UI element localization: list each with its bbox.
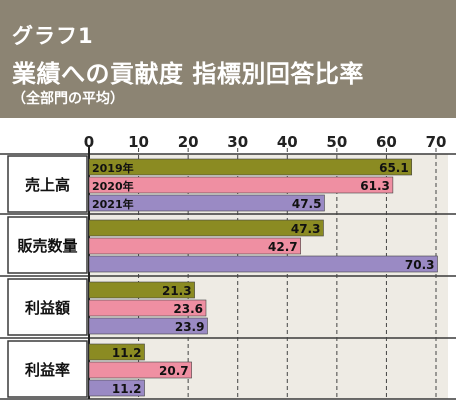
data-label: 21.3 xyxy=(162,284,192,298)
category-box xyxy=(7,155,88,213)
x-tick-label: 30 xyxy=(227,133,248,151)
x-tick-label: 60 xyxy=(376,133,397,151)
data-label: 47.5 xyxy=(292,197,322,211)
bar xyxy=(88,194,325,212)
series-label: 2020年 xyxy=(92,179,134,193)
data-label: 47.3 xyxy=(291,222,321,236)
category-label: 利益率 xyxy=(25,361,70,379)
series-label: 2019年 xyxy=(92,161,134,175)
chart-header: グラフ1 業績への貢献度 指標別回答比率 （全部門の平均） xyxy=(0,0,456,118)
category-label: 売上高 xyxy=(25,176,70,194)
data-label: 11.2 xyxy=(112,346,142,360)
category-box xyxy=(7,216,88,274)
category-box xyxy=(7,340,88,398)
series-label: 2021年 xyxy=(92,197,134,211)
data-label: 20.7 xyxy=(159,364,189,378)
category-box xyxy=(7,278,88,336)
category-label: 利益額 xyxy=(25,299,70,317)
bar xyxy=(88,219,324,237)
x-tick-label: 0 xyxy=(84,133,94,151)
chart-subtitle: （全部門の平均） xyxy=(12,91,124,107)
x-tick-label: 40 xyxy=(277,133,298,151)
category-label: 販売数量 xyxy=(17,237,77,255)
x-tick-label: 10 xyxy=(128,133,149,151)
x-tick-label: 50 xyxy=(326,133,347,151)
bar xyxy=(88,299,207,317)
bar xyxy=(88,158,413,176)
data-label: 11.2 xyxy=(112,382,142,396)
data-label: 42.7 xyxy=(268,240,298,254)
unit-label: 単位% xyxy=(12,117,57,135)
bar xyxy=(88,343,145,361)
figure-label: グラフ1 xyxy=(12,24,94,48)
bar xyxy=(88,176,394,194)
bar xyxy=(88,237,301,255)
x-tick-label: 70 xyxy=(426,133,447,151)
data-label: 23.6 xyxy=(173,302,203,316)
bar xyxy=(88,317,208,335)
data-label: 61.3 xyxy=(360,179,390,193)
bar xyxy=(88,281,195,299)
chart-title: 業績への貢献度 指標別回答比率 xyxy=(12,60,364,88)
data-label: 70.3 xyxy=(405,258,435,272)
x-tick-label: 20 xyxy=(178,133,199,151)
bar xyxy=(88,361,192,379)
bar xyxy=(88,255,438,273)
bar xyxy=(88,379,145,397)
data-label: 23.9 xyxy=(175,320,205,334)
data-label: 65.1 xyxy=(379,161,409,175)
